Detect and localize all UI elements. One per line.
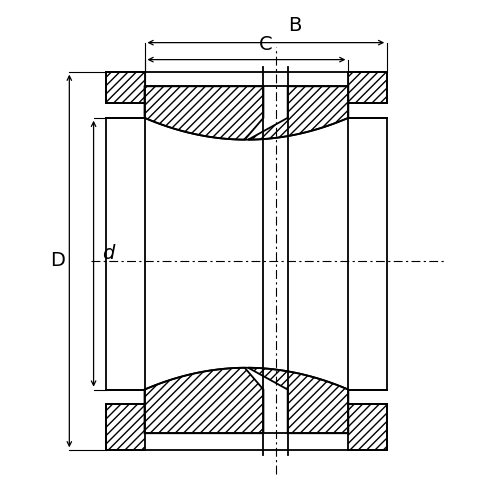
Polygon shape bbox=[348, 72, 387, 103]
Text: d: d bbox=[102, 244, 115, 263]
Text: D: D bbox=[50, 251, 64, 270]
Polygon shape bbox=[144, 368, 264, 433]
Polygon shape bbox=[106, 72, 144, 103]
Text: B: B bbox=[288, 17, 302, 35]
Polygon shape bbox=[348, 404, 387, 450]
Polygon shape bbox=[144, 86, 264, 140]
Polygon shape bbox=[248, 368, 348, 433]
Polygon shape bbox=[248, 86, 348, 140]
Polygon shape bbox=[106, 404, 144, 450]
Text: C: C bbox=[259, 35, 273, 54]
